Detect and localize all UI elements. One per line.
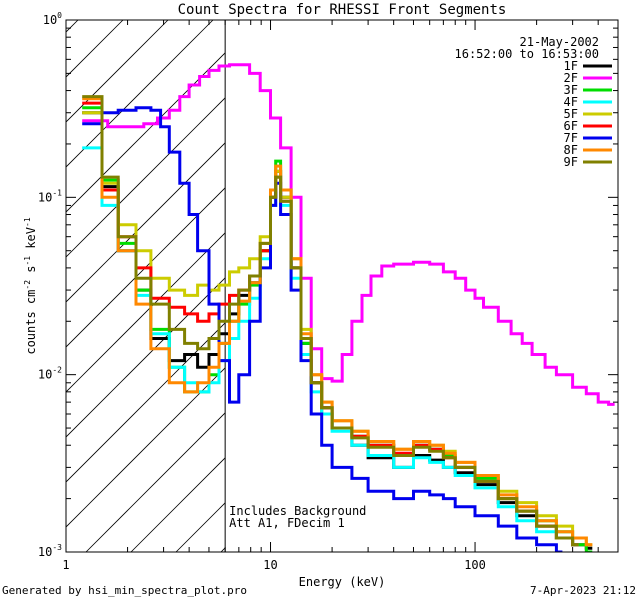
plot-frame bbox=[65, 19, 619, 553]
series-line-8f bbox=[82, 97, 593, 547]
y-axis-label-exp2: -1 bbox=[23, 256, 32, 266]
legend-label-5f: 5F bbox=[564, 107, 578, 121]
hatch-line bbox=[66, 20, 214, 168]
hatch-line bbox=[66, 187, 226, 348]
x-tick-label: 10 bbox=[263, 558, 277, 572]
series-line-2f bbox=[82, 63, 615, 406]
series-lines bbox=[82, 63, 615, 552]
footer-timestamp: 7-Apr-2023 21:12 bbox=[530, 584, 636, 597]
hatch-line bbox=[266, 20, 640, 552]
hatch-line bbox=[66, 142, 226, 303]
legend-label-9f: 9F bbox=[564, 155, 578, 169]
attenuator-hatch-region bbox=[66, 20, 640, 552]
hatch-line bbox=[85, 412, 226, 552]
legend-label-8f: 8F bbox=[564, 143, 578, 157]
hatch-line bbox=[356, 20, 640, 552]
legend-label-2f: 2F bbox=[564, 71, 578, 85]
hatch-line bbox=[66, 52, 226, 213]
y-tick-label: 10-3 bbox=[38, 543, 62, 559]
y-axis-label-mid2: keV bbox=[24, 227, 38, 256]
legend-time-range: 16:52:00 to 16:53:00 bbox=[455, 47, 600, 61]
y-axis-label-exp1: -2 bbox=[23, 280, 32, 290]
y-tick-label: 100 bbox=[43, 11, 62, 27]
y-axis-label: counts cm-2 s-1 keV-1 bbox=[23, 217, 38, 354]
chart-title: Count Spectra for RHESSI Front Segments bbox=[178, 2, 507, 18]
x-axis: 1 10 100 bbox=[62, 20, 619, 572]
x-tick-label: 100 bbox=[464, 558, 486, 572]
legend-label-3f: 3F bbox=[564, 83, 578, 97]
annotation-attenuator: Att A1, FDecim 1 bbox=[229, 516, 345, 530]
y-tick-label: 10-1 bbox=[38, 188, 62, 204]
hatch-line bbox=[66, 232, 226, 393]
hatch-line bbox=[66, 322, 226, 483]
legend-label-7f: 7F bbox=[564, 131, 578, 145]
footer-generated-by: Generated by hsi_min_spectra_plot.pro bbox=[2, 584, 247, 597]
y-tick-label: 10-2 bbox=[38, 366, 62, 382]
series-line-6f bbox=[82, 101, 579, 547]
y-axis-label-base: counts cm bbox=[24, 290, 38, 355]
hatch-line bbox=[66, 277, 226, 438]
x-axis-label: Energy (keV) bbox=[299, 575, 386, 589]
y-axis-label-mid1: s bbox=[24, 266, 38, 280]
legend-label-6f: 6F bbox=[564, 119, 578, 133]
annotation-background: Includes Background bbox=[229, 504, 366, 518]
legend-label-4f: 4F bbox=[564, 95, 578, 109]
x-tick-label: 1 bbox=[62, 558, 69, 572]
hatch-line bbox=[66, 97, 226, 258]
series-line-3f bbox=[82, 106, 593, 552]
legend-label-1f: 1F bbox=[564, 59, 578, 73]
hatch-line bbox=[130, 457, 226, 552]
series-line-9f bbox=[82, 95, 579, 547]
hatch-line bbox=[66, 367, 226, 528]
legend-date: 21-May-2002 bbox=[520, 35, 599, 49]
y-axis: 100 10-1 10-2 10-3 bbox=[38, 11, 618, 559]
hatch-line bbox=[66, 20, 169, 123]
hatch-line bbox=[66, 20, 124, 78]
y-axis-label-exp3: -1 bbox=[23, 217, 32, 227]
legend: 21-May-2002 16:52:00 to 16:53:00 1F2F3F4… bbox=[455, 35, 612, 169]
